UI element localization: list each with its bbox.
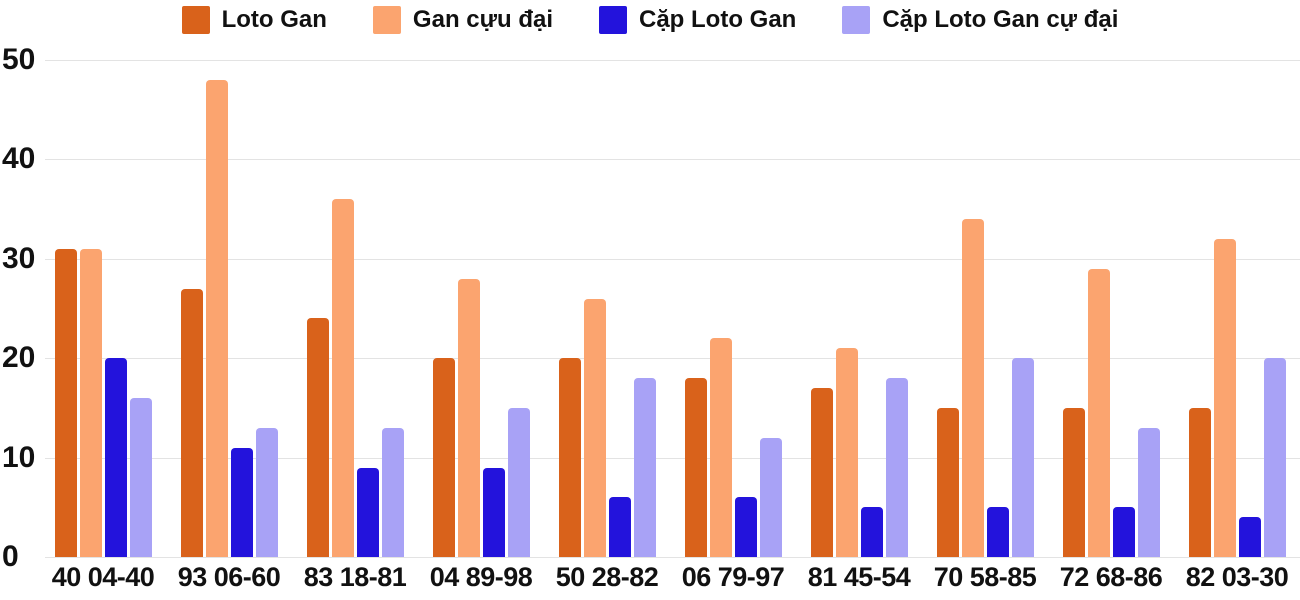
x-axis-label: 93 06-60 [177,562,281,592]
chart-legend: Loto Gan Gan cựu đại Cặp Loto Gan Cặp Lo… [0,6,1300,34]
bar [432,358,455,557]
x-axis-label: 06 79-97 [681,562,785,592]
legend-item-loto-gan: Loto Gan [181,6,327,34]
bar [104,358,127,557]
bar [1188,407,1211,557]
bar [810,388,833,557]
y-axis-tick-label: 30 [2,241,36,275]
x-axis-label: 72 68-86 [1059,562,1163,592]
y-axis-tick-label: 0 [2,540,19,573]
bar [457,278,480,557]
bar [961,219,984,557]
legend-item-cap-loto-gan-cu-dai: Cặp Loto Gan cự đại [842,6,1118,34]
legend-item-cap-loto-gan: Cặp Loto Gan [599,6,796,34]
gridline [45,358,1300,360]
bar [230,447,253,557]
x-axis-label: 81 45-54 [807,562,911,592]
y-axis-tick-label: 10 [2,440,36,474]
x-axis-label: 50 28-82 [555,562,659,592]
bar [180,288,203,557]
legend-label: Loto Gan [221,6,327,33]
bar [583,298,606,557]
bar [633,378,656,557]
legend-swatch-loto-gan [181,6,210,34]
bar [331,199,354,557]
legend-label: Cặp Loto Gan cự đại [882,6,1119,33]
bar [684,378,707,557]
gridline [45,159,1300,161]
bar [1213,238,1236,557]
y-axis-tick-label: 20 [2,341,36,375]
bar [860,507,883,557]
y-axis-tick-label: 50 [2,43,36,76]
gridline [45,457,1300,459]
x-axis-label: 82 03-30 [1185,562,1289,592]
x-axis-label: 40 04-40 [51,562,155,592]
bar [885,378,908,557]
gridline [45,557,1300,558]
gridline [45,60,1300,61]
bar [709,338,732,557]
bar [1238,517,1261,557]
legend-swatch-cap-loto-gan-cu-dai [842,6,871,34]
bar [1062,407,1085,557]
x-axis-label: 04 89-98 [429,562,533,592]
bar [608,497,631,557]
bar [54,248,77,557]
legend-label: Gan cựu đại [412,6,553,33]
legend-label: Cặp Loto Gan [639,6,797,33]
bar [1112,507,1135,557]
bar [255,427,278,557]
bar [482,467,505,557]
bar [306,318,329,557]
legend-swatch-cap-loto-gan [599,6,627,34]
legend-item-gan-cuu-dai: Gan cựu đại [372,6,553,34]
bar [381,427,404,557]
gridline [45,258,1300,260]
x-axis-label: 70 58-85 [933,562,1037,592]
x-axis-label: 83 18-81 [303,562,407,592]
bar [79,248,102,557]
bar [759,437,782,557]
bar [734,497,757,557]
bar [356,467,379,557]
y-axis-tick-label: 40 [2,142,36,176]
bar [986,507,1009,557]
bar [507,407,530,557]
bar [205,79,228,557]
bar [936,407,959,557]
bar [129,397,152,557]
bar [835,348,858,557]
bar [1087,268,1110,557]
bar [1263,358,1286,557]
bar [558,358,581,557]
legend-swatch-gan-cuu-dai [372,6,401,34]
bar [1011,358,1034,557]
bar [1137,427,1160,557]
